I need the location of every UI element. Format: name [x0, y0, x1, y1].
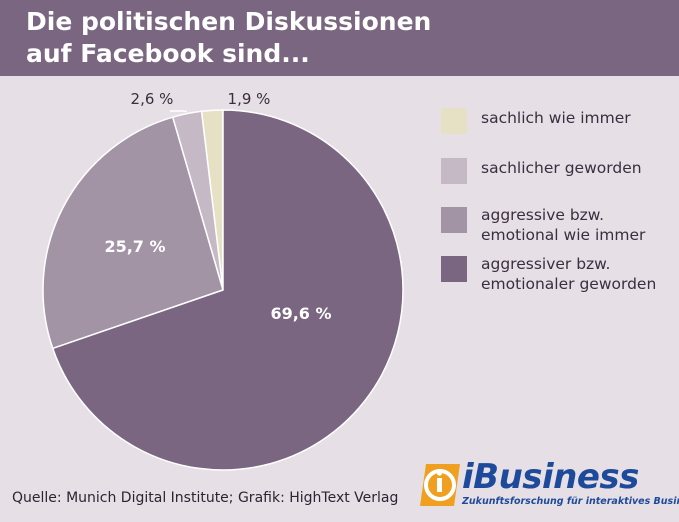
value-label-2: 2,6 %: [131, 90, 174, 108]
legend-swatch: [441, 158, 467, 184]
legend-label: sachlicher geworden: [481, 159, 642, 177]
logo-tagline: Zukunftsforschung für interaktives Busin…: [462, 496, 679, 507]
at-sign-logo-icon: [420, 464, 460, 506]
ibusiness-logo: iBusiness Zukunftsforschung für interakt…: [418, 457, 679, 512]
title-bar: Die politischen Diskussionen auf Faceboo…: [0, 0, 679, 76]
legend-swatch: [441, 108, 467, 134]
value-label-4: 69,6 %: [270, 304, 331, 323]
source-note: Quelle: Munich Digital Institute; Grafik…: [12, 490, 399, 506]
legend-swatch: [441, 207, 467, 233]
chart-title-line-2: auf Facebook sind...: [26, 39, 310, 68]
value-label-3: 25,7 %: [104, 237, 165, 256]
legend-label: sachlich wie immer: [481, 109, 631, 127]
value-label-1: 1,9 %: [228, 90, 271, 108]
legend-label: aggressive bzw. emotional wie immer: [481, 206, 646, 244]
chart-title-line-1: Die politischen Diskussionen: [26, 7, 432, 36]
legend-swatch: [441, 256, 467, 282]
pie-slice-3: [42, 116, 224, 350]
pie-slice-4: [51, 109, 404, 471]
leader-line-2-6: [170, 110, 188, 113]
legend-label: aggressiver bzw. emotionaler geworden: [481, 255, 657, 293]
logo-wordmark: iBusiness: [462, 457, 639, 497]
